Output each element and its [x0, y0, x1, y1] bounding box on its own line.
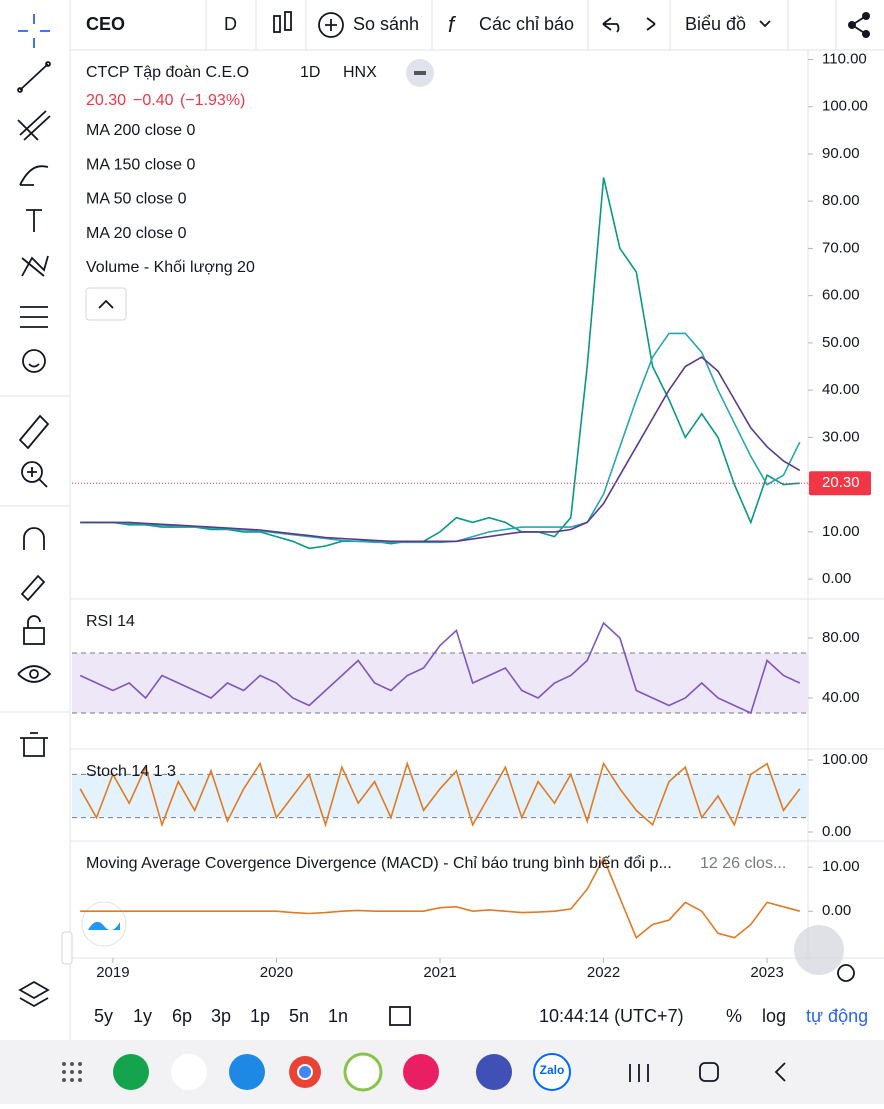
band-fill: [72, 774, 808, 818]
last-price-box: [809, 471, 871, 496]
range-button[interactable]: 6p: [172, 1006, 192, 1026]
undo[interactable]: [602, 17, 620, 33]
y-tick-label: 70.00: [822, 239, 860, 256]
x-tick-label: 2023: [750, 964, 783, 981]
nav-buttons[interactable]: [629, 1062, 786, 1082]
plus: [325, 19, 337, 31]
range-button[interactable]: 1p: [250, 1006, 270, 1026]
x-tick-label: 2020: [260, 964, 293, 981]
compare-icon[interactable]: [318, 12, 344, 38]
band-fill: [72, 652, 808, 714]
study-label: MA 20 close 0: [86, 225, 187, 242]
y-tick-label: 80.00: [822, 192, 860, 209]
hide-legend[interactable]: [85, 287, 127, 321]
percent[interactable]: %: [726, 1006, 742, 1026]
y-tick-label: 110.00: [822, 50, 867, 67]
y-tick-label: 10.00: [822, 523, 860, 540]
side-handle[interactable]: [61, 931, 73, 965]
app-icons[interactable]: [113, 1052, 571, 1092]
symbol[interactable]: CEO: [86, 14, 125, 34]
y-tick-label: 0.00: [822, 570, 851, 587]
series-line: [79, 761, 801, 828]
range-button[interactable]: 1n: [328, 1006, 348, 1026]
apps-grid[interactable]: [62, 1062, 82, 1082]
log[interactable]: log: [762, 1006, 786, 1026]
series-line: [80, 856, 801, 939]
x-tick-label: 2022: [587, 964, 620, 981]
pane-title: Moving Average Covergence Divergence (MA…: [86, 854, 672, 872]
auto[interactable]: tự động: [806, 1006, 868, 1026]
compare[interactable]: So sánh: [353, 14, 419, 34]
toolbar-dividers: [205, 0, 837, 50]
legend-exchange: HNX: [343, 64, 377, 81]
pane-title: RSI 14: [86, 613, 135, 630]
y-tick-label: 40.00: [822, 381, 860, 398]
zalo-label: Zalo: [540, 1063, 565, 1077]
y-tick-label: 100.00: [822, 98, 868, 115]
y-tick-label: 60.00: [822, 287, 860, 304]
y-tick-label: 30.00: [822, 428, 860, 445]
redo[interactable]: [646, 17, 656, 31]
minus: [414, 71, 426, 75]
settings[interactable]: [837, 964, 855, 982]
y-tick-label: 10.00: [822, 858, 860, 875]
goto-date[interactable]: [389, 1006, 411, 1026]
study-label: MA 200 close 0: [86, 122, 196, 139]
x-tick-label: 2021: [423, 964, 456, 981]
pane-title: Stoch 14 1 3: [86, 763, 176, 780]
legend-change: −0.40: [133, 92, 174, 109]
range-button[interactable]: 1y: [133, 1006, 152, 1026]
y-tick-label: 0.00: [822, 823, 851, 840]
range-button[interactable]: 5n: [289, 1006, 309, 1026]
legend-price: 20.30: [86, 92, 126, 109]
legend-name: CTCP Tập đoàn C.E.O: [86, 64, 249, 81]
y-tick-label: 90.00: [822, 145, 860, 162]
y-tick-label: 80.00: [822, 629, 860, 646]
fx-icon[interactable]: f: [448, 12, 457, 37]
series-line: [79, 621, 801, 715]
clock: 10:44:14 (UTC+7): [539, 1006, 684, 1026]
logo-wave: [88, 921, 120, 931]
x-tick-label: 2019: [96, 964, 129, 981]
study-label: MA 50 close 0: [86, 191, 187, 208]
legend-change-pct: (−1.93%): [180, 92, 245, 109]
pane-borders: [70, 50, 884, 959]
candle-icon[interactable]: [273, 11, 292, 33]
range-button[interactable]: 5y: [94, 1006, 113, 1026]
series-line: [80, 356, 801, 543]
pane-params: 12 26 clos...: [700, 855, 786, 872]
y-tick-label: 0.00: [822, 902, 851, 919]
y-tick-label: 40.00: [822, 689, 860, 706]
chevron: [759, 20, 771, 28]
left-dividers: [0, 395, 70, 713]
indicators[interactable]: Các chỉ báo: [479, 14, 574, 34]
y-tick-label: 50.00: [822, 334, 860, 351]
layout[interactable]: Biểu đồ: [685, 14, 746, 34]
y-tick-label: 100.00: [822, 751, 868, 768]
legend-interval: 1D: [300, 64, 320, 81]
last-price-label: 20.30: [822, 474, 860, 491]
left-tools[interactable]: [17, 14, 52, 1008]
series-line: [80, 332, 801, 544]
range-button[interactable]: 3p: [211, 1006, 231, 1026]
chevron-up: [98, 299, 114, 309]
study-label: Volume - Khối lượng 20: [86, 259, 255, 276]
interval[interactable]: D: [224, 14, 237, 34]
study-label: MA 150 close 0: [86, 156, 196, 173]
scroll-back[interactable]: [794, 925, 844, 975]
share[interactable]: [848, 12, 870, 38]
tv-logo: [81, 901, 127, 947]
